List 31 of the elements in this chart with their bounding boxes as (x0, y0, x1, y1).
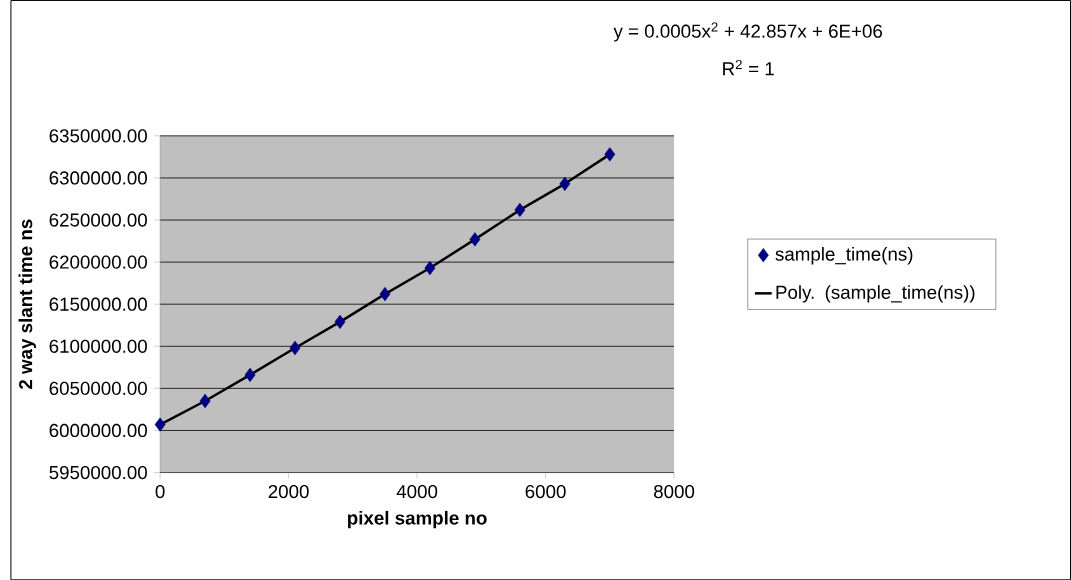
text: R$^{2}$ = 1 (723, 59, 774, 76)
y-axis-title: 2 way slant time ns (18, 219, 36, 389)
point (289, 340, 301, 355)
point (379, 286, 391, 302)
point (334, 314, 346, 329)
point (604, 147, 616, 162)
y-tick-label: 6200000.00 (49, 255, 147, 269)
legend-label: Poly. (sample_time(ns)) (776, 285, 975, 303)
y-tick-label: 5950000.00 (49, 465, 147, 480)
point (199, 393, 211, 408)
x-tick-label: 8000 (654, 484, 695, 499)
point (514, 202, 526, 217)
x-axis-title: pixel sample no (348, 510, 487, 529)
y-tick-label: 6100000.00 (49, 339, 147, 353)
y-tick-label: 6050000.00 (49, 381, 147, 395)
x-tick-label: 2000 (268, 484, 309, 499)
x-tick-label: 0 (155, 484, 165, 499)
y-tick-label: 6250000.00 (49, 213, 147, 227)
y-tick-label: 6300000.00 (49, 171, 147, 185)
x-tick-label: 4000 (396, 484, 438, 499)
point (559, 176, 571, 191)
y-tick-label: 6150000.00 (49, 297, 147, 311)
legend-label: sample_time(ns) (775, 246, 913, 265)
y-tick-label: 6350000.00 (49, 129, 147, 143)
point (154, 417, 166, 432)
text: y = 0.0005x$^{2}$ + 42.857x + 6E+06 (613, 22, 882, 42)
x-tick-label: 6000 (525, 484, 566, 499)
point (244, 367, 256, 382)
y-tick-label: 6000000.00 (49, 423, 147, 437)
point (469, 232, 481, 247)
point (424, 260, 436, 275)
